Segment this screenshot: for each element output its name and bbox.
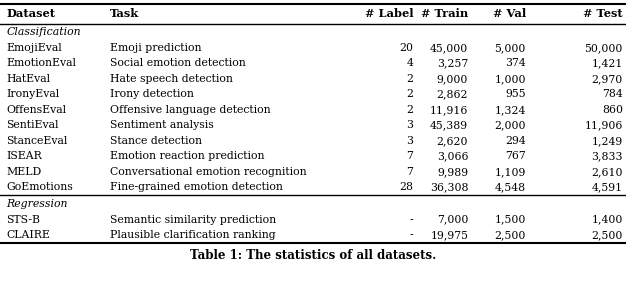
Text: # Test: # Test xyxy=(583,8,623,19)
Text: 3,833: 3,833 xyxy=(592,151,623,161)
Text: Stance detection: Stance detection xyxy=(110,136,202,146)
Text: 2,000: 2,000 xyxy=(495,120,526,130)
Text: Task: Task xyxy=(110,8,139,19)
Text: Fine-grained emotion detection: Fine-grained emotion detection xyxy=(110,182,282,192)
Text: Hate speech detection: Hate speech detection xyxy=(110,74,232,84)
Text: EmotionEval: EmotionEval xyxy=(6,58,76,68)
Text: # Val: # Val xyxy=(493,8,526,19)
Text: 860: 860 xyxy=(602,105,623,115)
Text: HatEval: HatEval xyxy=(6,74,50,84)
Text: # Label: # Label xyxy=(364,8,413,19)
Text: Table 1: The statistics of all datasets.: Table 1: The statistics of all datasets. xyxy=(190,249,436,262)
Text: 11,906: 11,906 xyxy=(585,120,623,130)
Text: Sentiment analysis: Sentiment analysis xyxy=(110,120,213,130)
Text: 19,975: 19,975 xyxy=(430,230,468,240)
Text: GoEmotions: GoEmotions xyxy=(6,182,73,192)
Text: 2,500: 2,500 xyxy=(495,230,526,240)
Text: 7: 7 xyxy=(406,151,413,161)
Text: 11,916: 11,916 xyxy=(430,105,468,115)
Text: 767: 767 xyxy=(505,151,526,161)
Text: 2,862: 2,862 xyxy=(437,89,468,99)
Text: 1,500: 1,500 xyxy=(495,215,526,225)
Text: 784: 784 xyxy=(602,89,623,99)
Text: 2: 2 xyxy=(406,74,413,84)
Text: ISEAR: ISEAR xyxy=(6,151,42,161)
Text: Plausible clarification ranking: Plausible clarification ranking xyxy=(110,230,275,240)
Text: Regression: Regression xyxy=(6,199,68,209)
Text: 4,591: 4,591 xyxy=(592,182,623,192)
Text: 3,066: 3,066 xyxy=(437,151,468,161)
Text: # Train: # Train xyxy=(421,8,468,19)
Text: 2,620: 2,620 xyxy=(437,136,468,146)
Text: Irony detection: Irony detection xyxy=(110,89,193,99)
Text: 45,389: 45,389 xyxy=(430,120,468,130)
Text: 955: 955 xyxy=(505,89,526,99)
Text: 9,000: 9,000 xyxy=(437,74,468,84)
Text: 7,000: 7,000 xyxy=(437,215,468,225)
Text: 2,500: 2,500 xyxy=(592,230,623,240)
Text: SentiEval: SentiEval xyxy=(6,120,59,130)
Text: 7: 7 xyxy=(406,167,413,177)
Text: 3: 3 xyxy=(406,136,413,146)
Text: 2: 2 xyxy=(406,89,413,99)
Text: 5,000: 5,000 xyxy=(495,43,526,53)
Text: 294: 294 xyxy=(505,136,526,146)
Text: 50,000: 50,000 xyxy=(585,43,623,53)
Text: 1,400: 1,400 xyxy=(592,215,623,225)
Text: 9,989: 9,989 xyxy=(437,167,468,177)
Text: MELD: MELD xyxy=(6,167,41,177)
Text: 2,610: 2,610 xyxy=(592,167,623,177)
Text: IronyEval: IronyEval xyxy=(6,89,59,99)
Text: 20: 20 xyxy=(399,43,413,53)
Text: Social emotion detection: Social emotion detection xyxy=(110,58,245,68)
Text: 1,324: 1,324 xyxy=(495,105,526,115)
Text: -: - xyxy=(409,230,413,240)
Text: 4,548: 4,548 xyxy=(495,182,526,192)
Text: 1,249: 1,249 xyxy=(592,136,623,146)
Text: 1,421: 1,421 xyxy=(592,58,623,68)
Text: 3,257: 3,257 xyxy=(437,58,468,68)
Text: CLAIRE: CLAIRE xyxy=(6,230,50,240)
Text: 1,000: 1,000 xyxy=(495,74,526,84)
Text: 4: 4 xyxy=(406,58,413,68)
Text: Classification: Classification xyxy=(6,27,81,37)
Text: Emotion reaction prediction: Emotion reaction prediction xyxy=(110,151,264,161)
Text: -: - xyxy=(409,215,413,225)
Text: Semantic similarity prediction: Semantic similarity prediction xyxy=(110,215,275,225)
Text: Emoji prediction: Emoji prediction xyxy=(110,43,201,53)
Text: 3: 3 xyxy=(406,120,413,130)
Text: 28: 28 xyxy=(399,182,413,192)
Text: Dataset: Dataset xyxy=(6,8,55,19)
Text: OffensEval: OffensEval xyxy=(6,105,66,115)
Text: STS-B: STS-B xyxy=(6,215,40,225)
Text: 1,109: 1,109 xyxy=(495,167,526,177)
Text: Offensive language detection: Offensive language detection xyxy=(110,105,270,115)
Text: Conversational emotion recognition: Conversational emotion recognition xyxy=(110,167,306,177)
Text: StanceEval: StanceEval xyxy=(6,136,68,146)
Text: 374: 374 xyxy=(505,58,526,68)
Text: 36,308: 36,308 xyxy=(429,182,468,192)
Text: 45,000: 45,000 xyxy=(430,43,468,53)
Text: EmojiEval: EmojiEval xyxy=(6,43,62,53)
Text: 2,970: 2,970 xyxy=(592,74,623,84)
Text: 2: 2 xyxy=(406,105,413,115)
